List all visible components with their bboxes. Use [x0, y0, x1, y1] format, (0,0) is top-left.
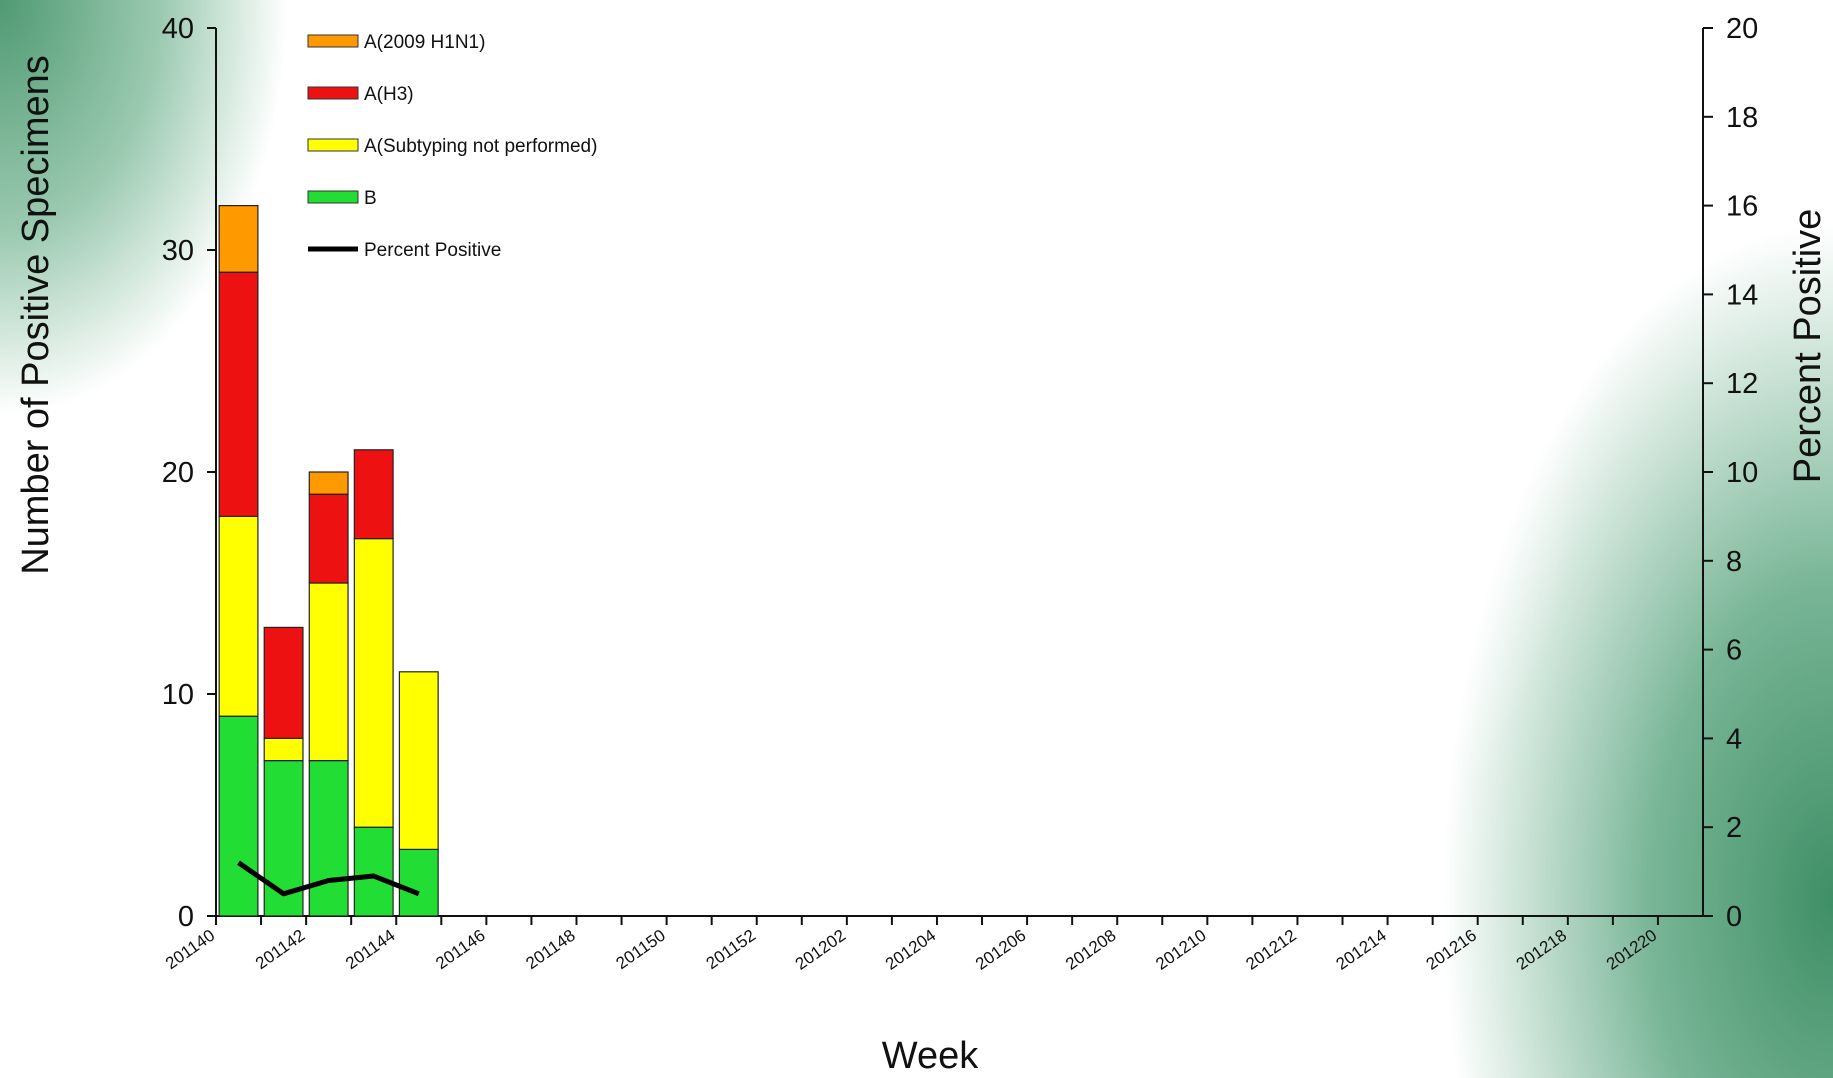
chart-line: [237, 860, 420, 897]
legend-swatch: [307, 190, 359, 204]
bar-segment: [218, 205, 259, 273]
legend-label: A(Subtyping not performed): [364, 136, 597, 157]
bar-segment: [218, 271, 259, 518]
y-tick-label: 20: [162, 457, 194, 489]
x-tick-label: 201148: [522, 926, 578, 973]
bar-segment: [353, 537, 394, 828]
x-tick-label: 201204: [882, 926, 939, 974]
bar-segment: [398, 848, 439, 917]
bar-segment: [353, 826, 394, 917]
y2-tick-label: 0: [1726, 901, 1742, 933]
y2-tick-label: 8: [1726, 546, 1742, 578]
legend-swatch: [307, 138, 359, 152]
x-tick-label: 201206: [972, 926, 1029, 974]
bar-segment: [308, 471, 349, 495]
chart-legend: A(2009 H1N1) A(H3) A(Subtyping not perform…: [307, 32, 597, 261]
y-tick-label: 30: [162, 235, 194, 267]
x-tick-label: 201218: [1513, 926, 1570, 974]
y2-tick-label: 10: [1726, 457, 1758, 489]
x-tick-label: 201214: [1332, 926, 1389, 974]
y-tick-label: 10: [162, 679, 194, 711]
legend-label: A(2009 H1N1): [364, 32, 485, 53]
y2-tick-label: 14: [1726, 279, 1758, 311]
x-tick-label: 201210: [1152, 926, 1209, 974]
legend-label: A(H3): [364, 84, 414, 105]
y2-tick-label: 18: [1726, 102, 1758, 134]
y2-tick-label: 16: [1726, 191, 1758, 223]
legend-label: B: [364, 188, 377, 209]
bar-segment: [308, 493, 349, 584]
x-tick-label: 201150: [613, 926, 669, 973]
legend-swatch: [307, 34, 359, 48]
x-tick-label: 201212: [1242, 926, 1299, 974]
bar-segment: [308, 759, 349, 917]
bar-segment: [308, 582, 349, 762]
bar-segment: [263, 626, 304, 740]
x-tick-label: 201152: [703, 926, 759, 973]
bar-segment: [353, 449, 394, 540]
y2-tick-label: 6: [1726, 635, 1742, 667]
y2-tick-label: 4: [1726, 723, 1742, 755]
y-tick-label: 40: [162, 13, 194, 45]
y-tick-label: 0: [178, 901, 194, 933]
bar-segment: [263, 737, 304, 762]
y2-tick-label: 20: [1726, 13, 1758, 45]
x-axis-title: Week: [882, 1035, 979, 1077]
chart-bars: [218, 205, 439, 917]
bar-segment: [218, 515, 259, 717]
bar-segment: [398, 671, 439, 850]
y-axis-title: Number of Positive Specimens: [15, 55, 57, 575]
x-tick-label: 201146: [432, 926, 488, 973]
x-tick-label: 201144: [342, 926, 398, 973]
legend-label: Percent Positive: [364, 240, 501, 261]
y2-tick-label: 2: [1726, 812, 1742, 844]
x-tick-label: 201208: [1062, 926, 1119, 974]
legend-swatch: [307, 86, 359, 100]
percent-positive-line: [237, 860, 420, 897]
x-tick-label: 201142: [252, 926, 308, 973]
bar-segment: [263, 759, 304, 917]
y2-axis-title: Percent Positive: [1787, 209, 1829, 484]
x-tick-label: 201202: [792, 926, 849, 974]
x-tick-label: 201220: [1603, 926, 1660, 974]
y2-tick-label: 12: [1726, 368, 1758, 400]
bar-segment: [218, 715, 259, 917]
x-tick-label: 201216: [1423, 926, 1480, 974]
